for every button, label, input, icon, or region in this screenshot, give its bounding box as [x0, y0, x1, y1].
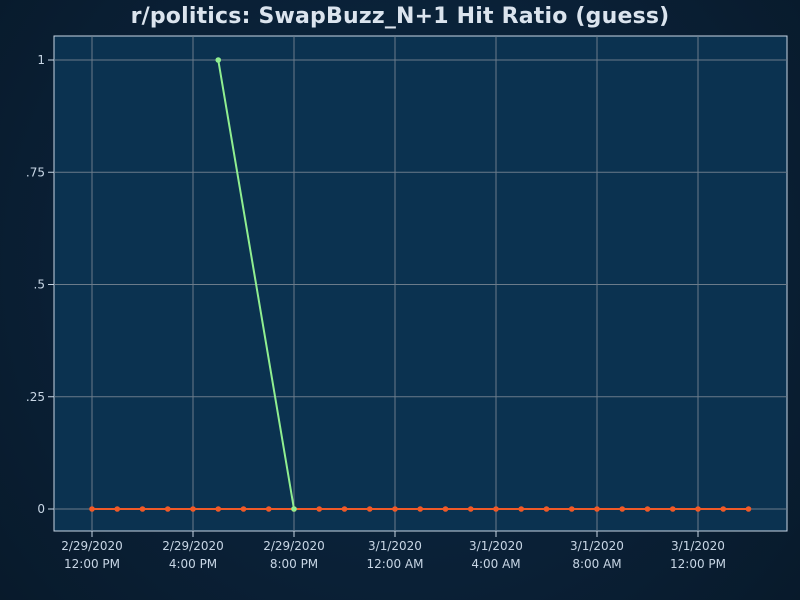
- series-layer: [89, 57, 752, 512]
- x-tick-label-date: 2/29/2020: [263, 539, 325, 553]
- data-point: [543, 506, 550, 512]
- x-tick-label-date: 3/1/2020: [368, 539, 422, 553]
- data-point: [695, 506, 701, 512]
- data-point: [291, 506, 297, 512]
- x-tick-label-date: 2/29/2020: [61, 539, 123, 553]
- data-point: [139, 506, 146, 512]
- plot-area: [53, 35, 788, 532]
- series-line-1: [217, 59, 295, 510]
- data-point: [215, 57, 222, 63]
- data-point: [745, 506, 752, 512]
- y-axis-ticks: 0 .25 .5 .75 1: [26, 53, 54, 516]
- y-tick-label: .25: [26, 390, 45, 404]
- data-point: [518, 506, 525, 512]
- data-point: [265, 506, 272, 512]
- data-point: [190, 506, 196, 512]
- grid: [54, 36, 787, 531]
- y-tick-label: .75: [26, 165, 45, 179]
- data-point: [164, 506, 171, 512]
- x-tick-label-time: 12:00 PM: [64, 557, 120, 571]
- data-point: [493, 506, 499, 512]
- y-tick-label: .5: [34, 278, 45, 292]
- data-point: [89, 506, 95, 512]
- data-point: [644, 506, 651, 512]
- data-point: [669, 506, 676, 512]
- y-tick-label: 0: [37, 502, 45, 516]
- data-point: [442, 506, 449, 512]
- data-point: [594, 506, 600, 512]
- x-tick-label-time: 4:00 AM: [471, 557, 520, 571]
- x-axis-ticks: 2/29/2020 12:00 PM 2/29/2020 4:00 PM 2/29/20…: [61, 531, 726, 571]
- x-tick-label-date: 3/1/2020: [671, 539, 725, 553]
- x-tick-label-time: 12:00 AM: [367, 557, 424, 571]
- x-tick-label-time: 8:00 PM: [270, 557, 318, 571]
- data-point: [568, 506, 575, 512]
- data-point: [392, 506, 398, 512]
- x-tick-label-date: 3/1/2020: [570, 539, 624, 553]
- data-point: [619, 506, 626, 512]
- x-tick-label-time: 8:00 AM: [572, 557, 621, 571]
- data-point: [366, 506, 373, 512]
- data-point: [114, 506, 121, 512]
- x-tick-label-time: 12:00 PM: [670, 557, 726, 571]
- data-point: [240, 506, 247, 512]
- data-point: [417, 506, 424, 512]
- data-point: [720, 506, 727, 512]
- x-tick-label-date: 3/1/2020: [469, 539, 523, 553]
- x-tick-label-date: 2/29/2020: [162, 539, 224, 553]
- data-point: [215, 506, 222, 512]
- data-point: [341, 506, 348, 512]
- data-point: [467, 506, 474, 512]
- data-point: [316, 506, 323, 512]
- chart-title: r/politics: SwapBuzz_N+1 Hit Ratio (gues…: [130, 4, 670, 29]
- y-tick-label: 1: [37, 53, 45, 67]
- x-tick-label-time: 4:00 PM: [169, 557, 217, 571]
